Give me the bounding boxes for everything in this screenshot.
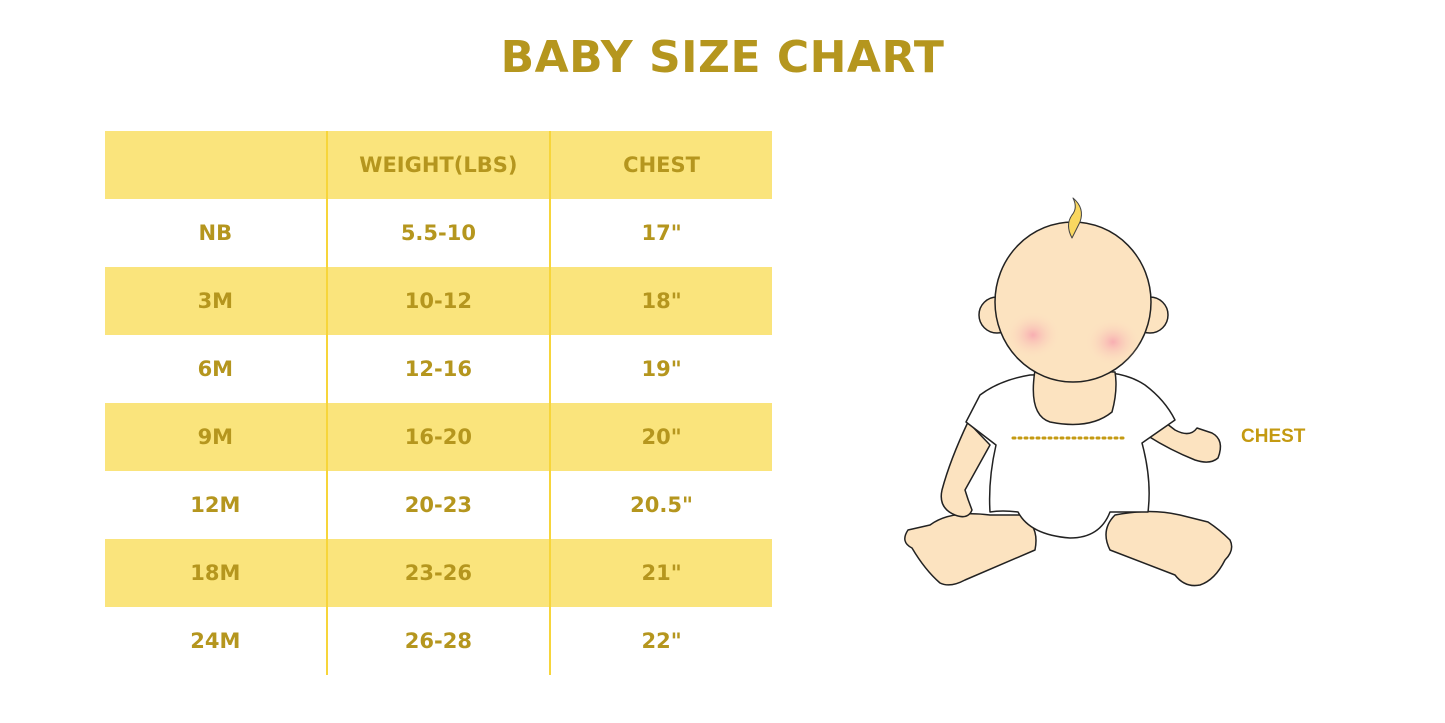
chest-cell: 21" <box>549 539 772 607</box>
table-row: 9M 16-20 20" <box>105 403 772 471</box>
chest-cell: 18" <box>549 267 772 335</box>
table-row: 12M 20-23 20.5" <box>105 471 772 539</box>
left-leg <box>904 513 1037 586</box>
baby-illustration <box>904 197 1233 587</box>
size-cell: NB <box>198 221 233 245</box>
left-arm <box>940 421 991 518</box>
chest-cell: 17" <box>549 199 772 267</box>
chest-cell: 19" <box>549 335 772 403</box>
table-row: 18M 23-26 21" <box>105 539 772 607</box>
header-cell: WEIGHT(LBS) <box>325 131 551 199</box>
page-title: BABY SIZE CHART <box>500 32 945 83</box>
header-cell <box>105 131 327 199</box>
weight-cell: 10-12 <box>325 267 551 335</box>
chest-cell: 22" <box>549 607 772 675</box>
size-cell: 12M <box>190 493 241 517</box>
chest-cell: 20" <box>549 403 772 471</box>
size-cell: 9M <box>105 403 327 471</box>
size-cell: 6M <box>197 357 234 381</box>
weight-cell: 20-23 <box>325 471 551 539</box>
size-table: WEIGHT(LBS) CHEST NB 5.5-10 17" 3M 10-12… <box>105 131 772 675</box>
size-cell: 24M <box>190 629 241 653</box>
right-cheek <box>1085 318 1141 366</box>
table-row: 24M 26-28 22" <box>105 607 772 675</box>
table-header-row: WEIGHT(LBS) CHEST <box>105 131 772 199</box>
weight-cell: 12-16 <box>325 335 551 403</box>
weight-cell: 26-28 <box>325 607 551 675</box>
weight-cell: 16-20 <box>325 403 551 471</box>
chest-label: CHEST <box>1241 426 1306 447</box>
table-row: 6M 12-16 19" <box>105 335 772 403</box>
weight-cell: 5.5-10 <box>325 199 551 267</box>
size-cell: 18M <box>105 539 327 607</box>
table-row: NB 5.5-10 17" <box>105 199 772 267</box>
right-arm <box>1147 419 1222 463</box>
left-cheek <box>1005 311 1061 359</box>
right-leg <box>1105 510 1233 587</box>
shirt <box>965 372 1176 539</box>
header-cell: CHEST <box>549 131 772 199</box>
hair-tuft <box>1068 197 1082 239</box>
size-cell: 3M <box>105 267 327 335</box>
chest-cell: 20.5" <box>549 471 772 539</box>
neck <box>1032 369 1117 426</box>
table-row: 3M 10-12 18" <box>105 267 772 335</box>
weight-cell: 23-26 <box>325 539 551 607</box>
